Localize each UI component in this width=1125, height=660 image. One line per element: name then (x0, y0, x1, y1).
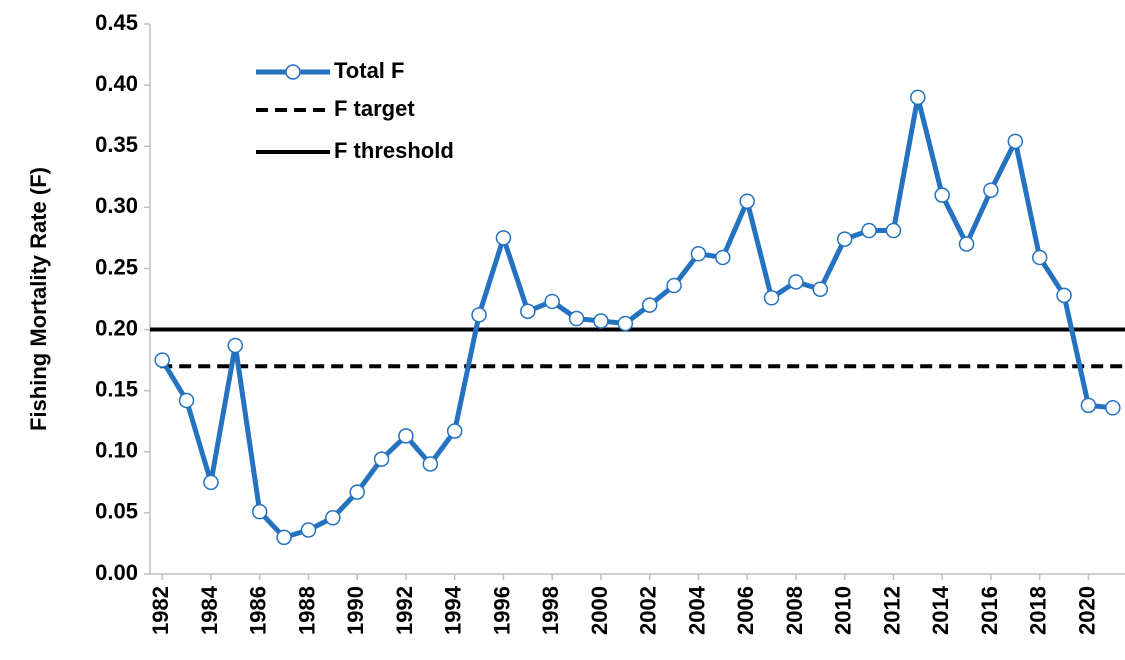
data-point (178, 392, 195, 409)
legend-label: F target (334, 96, 415, 121)
data-point (812, 281, 829, 297)
x-tick-label: 1982 (148, 586, 173, 635)
data-point (1056, 287, 1072, 304)
x-tick-label: 2006 (733, 586, 758, 635)
x-tick-label: 2012 (879, 586, 904, 635)
x-tick-label: 2010 (831, 586, 856, 635)
data-point (958, 236, 975, 252)
y-tick-label: 0.20 (95, 315, 138, 340)
data-point (1105, 400, 1121, 416)
y-tick-label: 0.30 (95, 193, 138, 218)
data-point (154, 352, 170, 368)
legend-label: F threshold (334, 138, 454, 163)
x-tick-label: 2008 (782, 586, 807, 635)
data-point (934, 187, 950, 203)
y-tick-label: 0.25 (95, 254, 138, 279)
data-point (983, 182, 999, 198)
x-tick-label: 1992 (392, 586, 417, 635)
data-point (861, 222, 877, 239)
data-point (666, 277, 682, 294)
x-tick-label: 2020 (1074, 586, 1099, 635)
data-point (568, 310, 585, 327)
data-point (446, 423, 463, 439)
x-tick-label: 2004 (684, 585, 709, 635)
data-point (715, 249, 731, 266)
legend-label: Total F (334, 58, 404, 83)
y-tick-label: 0.15 (95, 376, 138, 401)
data-point (203, 474, 219, 491)
data-point (836, 231, 853, 247)
data-point (788, 274, 804, 290)
data-point (1031, 249, 1048, 266)
data-point (398, 428, 414, 444)
data-line (160, 94, 1114, 540)
data-point (1080, 397, 1097, 414)
data-point (349, 484, 365, 500)
y-tick-label: 0.35 (95, 132, 138, 157)
y-tick-label: 0.10 (95, 438, 138, 463)
legend-marker (285, 64, 301, 80)
data-point (885, 222, 902, 239)
data-point (300, 522, 317, 538)
data-point (495, 230, 512, 246)
data-point (641, 297, 658, 313)
y-axis-title: Fishing Mortality Rate (F) (26, 167, 51, 431)
data-point (910, 89, 926, 106)
x-tick-label: 1984 (197, 585, 222, 635)
data-point (763, 290, 780, 306)
data-point (227, 337, 244, 354)
y-tick-label: 0.05 (95, 499, 138, 524)
x-tick-label: 2018 (1026, 586, 1051, 635)
x-tick-label: 1990 (343, 586, 368, 635)
x-tick-label: 2002 (636, 586, 661, 635)
data-point (593, 313, 609, 329)
data-point (1007, 133, 1024, 150)
data-point (690, 246, 707, 262)
x-tick-label: 2016 (977, 586, 1002, 635)
x-tick-label: 1986 (246, 586, 271, 635)
x-tick-label: 1996 (489, 586, 514, 635)
x-tick-label: 1998 (538, 586, 563, 635)
y-tick-label: 0.45 (95, 10, 138, 35)
y-tick-label: 0.40 (95, 71, 138, 96)
data-point (373, 451, 390, 467)
data-point (739, 193, 755, 209)
x-tick-label: 2000 (587, 586, 612, 635)
data-point (276, 529, 292, 546)
data-point (471, 307, 487, 323)
data-point (520, 303, 536, 319)
x-tick-label: 2014 (928, 585, 953, 635)
x-tick-label: 1988 (294, 586, 319, 635)
y-tick-label: 0.00 (95, 560, 138, 585)
data-point (617, 315, 634, 332)
data-point (251, 503, 268, 520)
data-point (422, 456, 439, 472)
data-point (544, 293, 560, 310)
data-point (325, 510, 341, 526)
x-tick-label: 1994 (441, 585, 466, 635)
